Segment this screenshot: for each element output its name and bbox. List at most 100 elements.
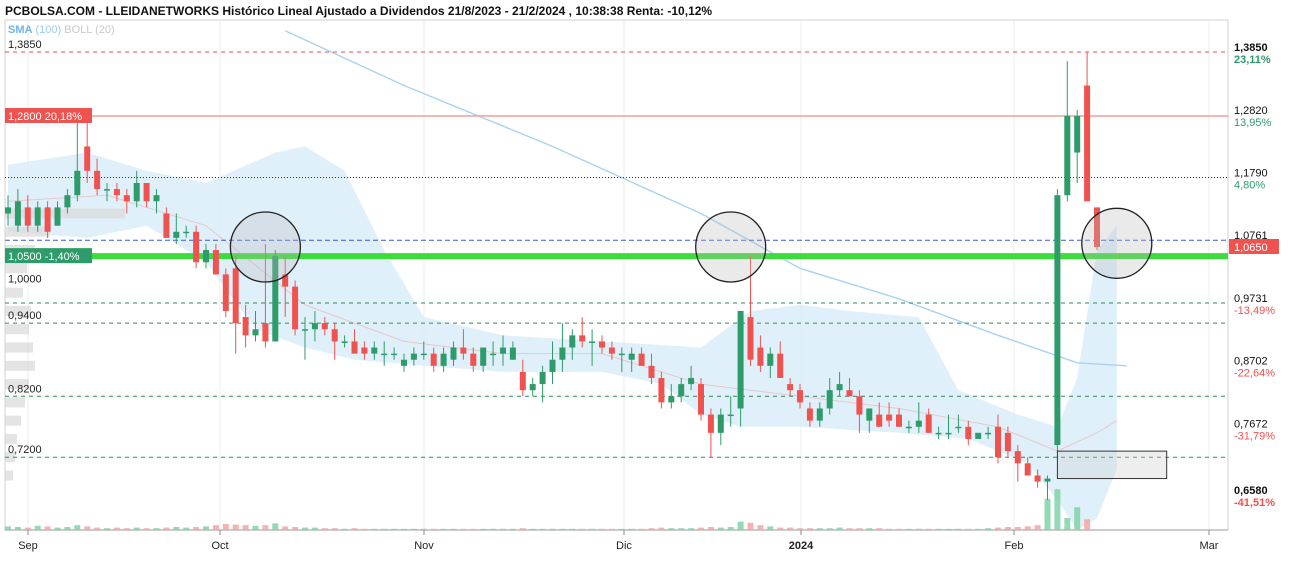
volume-bar — [599, 528, 605, 530]
candle-body — [727, 414, 734, 417]
volume-profile-bar — [5, 305, 31, 316]
volume-bar — [490, 528, 497, 530]
volume-bar — [232, 524, 239, 530]
candle-body — [163, 213, 170, 238]
candle-body — [113, 189, 120, 196]
candle-body — [549, 359, 556, 372]
left-price-label: 1,0000 — [8, 274, 42, 286]
boll-legend-period: (20) — [95, 24, 115, 36]
volume-bar — [1034, 525, 1041, 530]
volume-bar — [935, 528, 942, 530]
volume-profile-bar — [5, 263, 27, 274]
volume-bar — [5, 526, 11, 530]
volume-bar — [252, 525, 259, 530]
candle-body — [153, 195, 160, 202]
x-tick-label: 2024 — [789, 540, 814, 552]
volume-bar — [1014, 527, 1021, 530]
candle-body — [203, 250, 209, 263]
volume-bar — [361, 528, 368, 530]
volume-bar — [272, 523, 279, 530]
volume-bar — [816, 528, 823, 530]
candle-body — [886, 414, 893, 421]
left-price-tag — [5, 107, 92, 123]
volume-bar — [430, 528, 437, 530]
volume-bar — [381, 528, 388, 530]
candle-body — [381, 353, 388, 356]
volume-bar — [707, 527, 714, 530]
candle-body — [331, 329, 338, 342]
volume-bar — [876, 528, 883, 530]
candle-body — [856, 396, 863, 415]
volume-bar — [401, 528, 407, 530]
right-pct-label: -31,79% — [1234, 430, 1275, 442]
volume-bar — [450, 528, 457, 530]
candle-body — [480, 347, 487, 366]
volume-bar — [797, 528, 803, 530]
volume-bar — [628, 528, 635, 530]
volume-bar — [321, 528, 328, 530]
candle-body — [133, 183, 140, 202]
left-price-label: 0,7200 — [8, 444, 42, 456]
volume-bar — [1054, 489, 1061, 530]
candle-body — [1084, 85, 1091, 202]
candle-body — [371, 347, 378, 354]
annotation-circle — [695, 211, 767, 283]
current-price-tag — [1229, 238, 1279, 254]
bollinger-band — [8, 146, 1117, 531]
volume-bar — [500, 528, 506, 530]
volume-bar — [173, 527, 180, 530]
candle-body — [816, 408, 823, 421]
volume-bar — [460, 528, 467, 530]
volume-profile-bar — [5, 379, 29, 390]
annotation-circle — [1081, 207, 1153, 279]
candle-body — [64, 195, 71, 208]
candle-body — [707, 414, 714, 433]
candle-body — [311, 323, 318, 330]
volume-bar — [727, 527, 734, 530]
volume-bar — [886, 528, 893, 530]
candle-body — [945, 432, 952, 435]
candle-body — [717, 414, 724, 433]
candle-body — [500, 347, 506, 354]
candle-body — [143, 183, 150, 202]
volume-bar — [985, 528, 992, 530]
candle-body — [668, 396, 675, 403]
volume-bar — [836, 527, 843, 530]
candle-body — [222, 274, 229, 311]
volume-bar — [113, 527, 120, 530]
volume-bar — [658, 527, 665, 530]
candle-body — [470, 353, 477, 366]
candle-body — [351, 341, 358, 354]
right-price-label: 1,2820 — [1234, 105, 1268, 117]
candle-body — [94, 170, 101, 190]
candle-body — [935, 432, 942, 435]
candle-body — [44, 207, 51, 232]
candle-body — [777, 353, 784, 379]
candle-body — [282, 274, 289, 287]
volume-bar — [618, 528, 625, 530]
volume-bar — [806, 528, 813, 530]
volume-bar — [163, 527, 170, 530]
candle-body — [104, 189, 110, 191]
volume-bar — [995, 527, 1001, 530]
volume-bar — [579, 528, 586, 530]
volume-bar — [846, 528, 853, 530]
candle-body — [767, 353, 774, 366]
candle-body — [302, 329, 308, 331]
candle-body — [806, 408, 813, 421]
volume-bar — [1024, 526, 1031, 530]
volume-profile-bar — [5, 360, 35, 371]
candle-body — [321, 323, 328, 330]
right-price-label: 0,8702 — [1234, 356, 1268, 368]
volume-bar — [133, 527, 140, 530]
right-pct-label: -13,49% — [1234, 305, 1275, 317]
volume-bar — [351, 528, 358, 530]
volume-profile-bar — [5, 415, 21, 426]
volume-profile-bar — [5, 342, 33, 353]
volume-bar — [589, 528, 596, 530]
volume-bar — [737, 521, 744, 530]
right-price-label: 0,6580 — [1234, 485, 1268, 497]
candle-body — [84, 146, 91, 171]
candle-body — [391, 353, 398, 356]
volume-bar — [509, 528, 516, 530]
